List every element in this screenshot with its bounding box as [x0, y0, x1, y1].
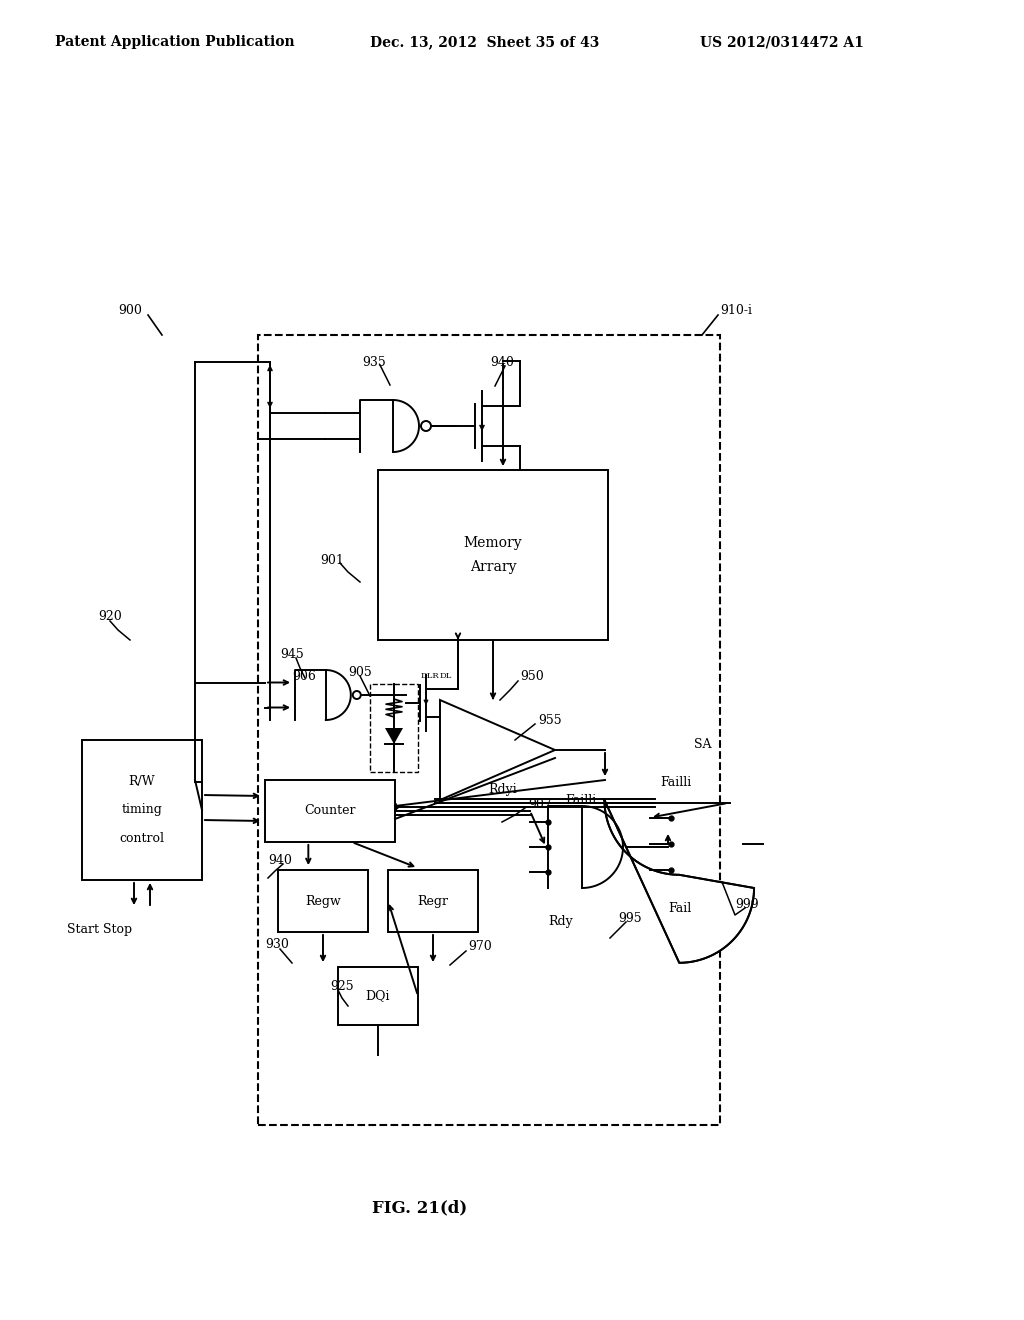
Text: Rdyi: Rdyi — [488, 784, 517, 796]
Text: Regr: Regr — [418, 895, 449, 908]
Text: Counter: Counter — [304, 804, 355, 817]
Text: 945: 945 — [280, 648, 304, 660]
Polygon shape — [360, 400, 419, 451]
Text: DQi: DQi — [366, 990, 390, 1002]
Text: 905: 905 — [348, 665, 372, 678]
Polygon shape — [548, 807, 623, 888]
Bar — [378, 470, 608, 640]
Text: Patent Application Publication: Patent Application Publication — [55, 36, 295, 49]
Text: Regw: Regw — [305, 895, 341, 908]
Text: 999: 999 — [735, 898, 759, 911]
Bar — [265, 780, 395, 842]
Circle shape — [353, 690, 360, 700]
Text: timing: timing — [122, 804, 163, 817]
Polygon shape — [440, 700, 555, 800]
Text: 950: 950 — [520, 671, 544, 684]
Text: SA: SA — [694, 738, 712, 751]
Text: 970: 970 — [468, 940, 492, 953]
Bar — [370, 684, 418, 772]
Bar — [388, 870, 478, 932]
Text: Dec. 13, 2012  Sheet 35 of 43: Dec. 13, 2012 Sheet 35 of 43 — [370, 36, 599, 49]
Bar — [258, 335, 720, 1125]
Text: 925: 925 — [330, 981, 353, 994]
Bar — [338, 968, 418, 1026]
Text: Failli: Failli — [565, 793, 596, 807]
Text: 995: 995 — [618, 912, 642, 924]
Bar — [82, 741, 202, 880]
Text: Memory: Memory — [464, 536, 522, 550]
Text: 930: 930 — [265, 939, 289, 952]
Polygon shape — [295, 671, 351, 719]
Text: 935: 935 — [362, 355, 386, 368]
Text: 910-i: 910-i — [720, 304, 752, 317]
Text: 901: 901 — [319, 553, 344, 566]
Text: DL: DL — [440, 672, 453, 680]
Text: FIG. 21(d): FIG. 21(d) — [373, 1200, 468, 1217]
Text: Start Stop: Start Stop — [68, 924, 132, 936]
Text: 920: 920 — [98, 610, 122, 623]
Text: Failli: Failli — [660, 776, 691, 788]
Text: control: control — [120, 832, 165, 845]
Text: 940: 940 — [490, 355, 514, 368]
Text: 940: 940 — [268, 854, 292, 866]
Polygon shape — [604, 800, 754, 962]
Text: DLR: DLR — [421, 672, 439, 680]
Text: 907: 907 — [528, 797, 552, 810]
Text: Arrary: Arrary — [470, 560, 516, 574]
Text: Fail: Fail — [668, 902, 691, 915]
Text: R/W: R/W — [129, 776, 156, 788]
Text: US 2012/0314472 A1: US 2012/0314472 A1 — [700, 36, 864, 49]
Text: 955: 955 — [538, 714, 561, 726]
Text: Rdy: Rdy — [548, 916, 572, 928]
Text: 906: 906 — [292, 669, 315, 682]
Text: 900: 900 — [118, 304, 142, 317]
Polygon shape — [385, 729, 403, 744]
Circle shape — [421, 421, 431, 432]
Bar — [278, 870, 368, 932]
